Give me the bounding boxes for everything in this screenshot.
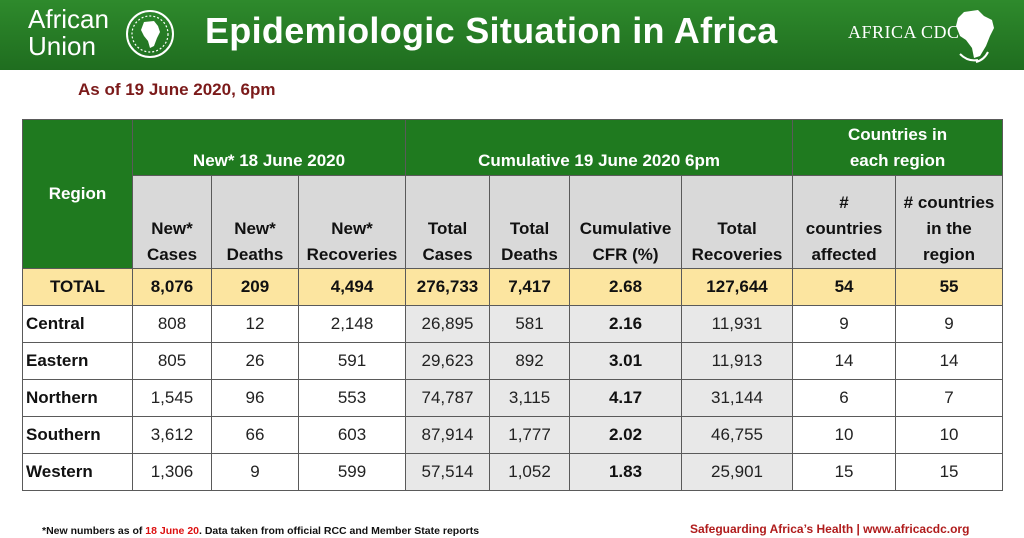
au-logo-text-line1: African (28, 4, 109, 34)
cumulative-group-header: Cumulative 19 June 2020 6pm (405, 119, 794, 176)
total-recoveries-cell: 25,901 (681, 453, 794, 491)
total-deaths-cell: 1,777 (489, 416, 571, 454)
region-name: Southern (22, 416, 133, 454)
total-cases-cell: 57,514 (405, 453, 491, 491)
new-cases-cell: 1,306 (132, 453, 212, 491)
countries-affected-cell: 9 (792, 305, 897, 343)
total-cases-cell: 26,895 (405, 305, 491, 343)
new-recoveries-cell: 603 (297, 416, 407, 454)
total-cases-cell: 74,787 (405, 379, 491, 417)
cfr-header: Cumulative CFR (%) (569, 175, 683, 269)
total-cases-cell: 29,623 (405, 342, 491, 380)
footnote-prefix: *New numbers as of (42, 525, 143, 537)
new-deaths-cell: 26 (211, 342, 299, 380)
footnote: *New numbers as of 18 June 20. Data take… (42, 525, 479, 537)
total-recoveries-cell: 11,931 (681, 305, 794, 343)
new-cases-cell: 1,545 (132, 379, 212, 417)
total-recoveries-header: Total Recoveries (681, 175, 794, 269)
header-banner: African Union Epidemiologic Situation in… (0, 0, 1024, 70)
total-deaths-cell: 3,115 (489, 379, 571, 417)
new-recoveries-cell: 553 (297, 379, 407, 417)
footer-tagline: Safeguarding Africa’s Health | www.afric… (690, 522, 970, 536)
new-deaths-cell: 9 (211, 453, 299, 491)
new-deaths-header: New* Deaths (211, 175, 299, 269)
as-of-date: As of 19 June 2020, 6pm (78, 80, 276, 99)
new-deaths-cell: 12 (211, 305, 299, 343)
new-group-header: New* 18 June 2020 (131, 119, 407, 176)
footnote-suffix: . Data taken from official RCC and Membe… (199, 525, 480, 537)
new-deaths-cell: 96 (211, 379, 299, 417)
countries-affected-header: # countries affected (792, 175, 897, 269)
region-header: Region (22, 119, 133, 269)
total-total-deaths: 7,417 (489, 268, 571, 306)
africa-cdc-logo: AFRICA CDC (848, 8, 1008, 64)
new-recoveries-header: New* Recoveries (297, 175, 407, 269)
total-row: TOTAL 8,076 209 4,494 276,733 7,417 2.68… (22, 268, 1004, 306)
total-recoveries-cell: 46,755 (681, 416, 794, 454)
total-recoveries-cell: 11,913 (681, 342, 794, 380)
total-countries-affected: 54 (792, 268, 897, 306)
countries-affected-cell: 14 (792, 342, 897, 380)
countries-affected-cell: 6 (792, 379, 897, 417)
cfr-cell: 4.17 (569, 379, 683, 417)
countries-region-cell: 14 (895, 342, 1004, 380)
cfr-cell: 2.02 (569, 416, 683, 454)
epidemiologic-table: Region New* 18 June 2020 Cumulative 19 J… (22, 119, 1004, 491)
countries-region-cell: 7 (895, 379, 1004, 417)
countries-affected-cell: 10 (792, 416, 897, 454)
footnote-date: 18 June 20 (145, 525, 199, 537)
africa-cdc-logo-text: AFRICA CDC (848, 22, 960, 42)
new-deaths-cell: 66 (211, 416, 299, 454)
region-name: Northern (22, 379, 133, 417)
table-row: Eastern 805 26 591 29,623 892 3.01 11,91… (22, 342, 1004, 380)
africa-map-icon (956, 10, 994, 63)
countries-group-header: Countries in each region (792, 119, 1004, 176)
table-row: Western 1,306 9 599 57,514 1,052 1.83 25… (22, 453, 1004, 491)
total-cases-header: Total Cases (405, 175, 491, 269)
table-row: Northern 1,545 96 553 74,787 3,115 4.17 … (22, 379, 1004, 417)
countries-region-header: # countries in the region (895, 175, 1004, 269)
total-region: TOTAL (22, 268, 133, 306)
region-name: Central (22, 305, 133, 343)
countries-region-cell: 9 (895, 305, 1004, 343)
new-cases-cell: 805 (132, 342, 212, 380)
region-name: Western (22, 453, 133, 491)
total-recoveries-cell: 31,144 (681, 379, 794, 417)
total-countries-region: 55 (895, 268, 1004, 306)
new-recoveries-cell: 599 (297, 453, 407, 491)
new-cases-header: New* Cases (132, 175, 212, 269)
total-total-cases: 276,733 (405, 268, 491, 306)
page-title: Epidemiologic Situation in Africa (205, 10, 778, 51)
total-deaths-cell: 581 (489, 305, 571, 343)
total-cfr: 2.68 (569, 268, 683, 306)
countries-affected-cell: 15 (792, 453, 897, 491)
new-recoveries-cell: 2,148 (297, 305, 407, 343)
countries-region-cell: 10 (895, 416, 1004, 454)
new-recoveries-cell: 591 (297, 342, 407, 380)
new-cases-cell: 3,612 (132, 416, 212, 454)
total-new-recoveries: 4,494 (297, 268, 407, 306)
region-name: Eastern (22, 342, 133, 380)
african-union-logo: African Union (28, 6, 178, 64)
total-total-recoveries: 127,644 (681, 268, 794, 306)
table-row: Central 808 12 2,148 26,895 581 2.16 11,… (22, 305, 1004, 343)
total-cases-cell: 87,914 (405, 416, 491, 454)
total-new-deaths: 209 (211, 268, 299, 306)
countries-region-cell: 15 (895, 453, 1004, 491)
total-deaths-cell: 1,052 (489, 453, 571, 491)
au-logo-text-line2: Union (28, 31, 96, 61)
new-cases-cell: 808 (132, 305, 212, 343)
cfr-cell: 1.83 (569, 453, 683, 491)
cfr-cell: 2.16 (569, 305, 683, 343)
total-deaths-header: Total Deaths (489, 175, 571, 269)
table-row: Southern 3,612 66 603 87,914 1,777 2.02 … (22, 416, 1004, 454)
total-deaths-cell: 892 (489, 342, 571, 380)
cfr-cell: 3.01 (569, 342, 683, 380)
total-new-cases: 8,076 (132, 268, 212, 306)
african-union-emblem-icon (126, 10, 174, 58)
